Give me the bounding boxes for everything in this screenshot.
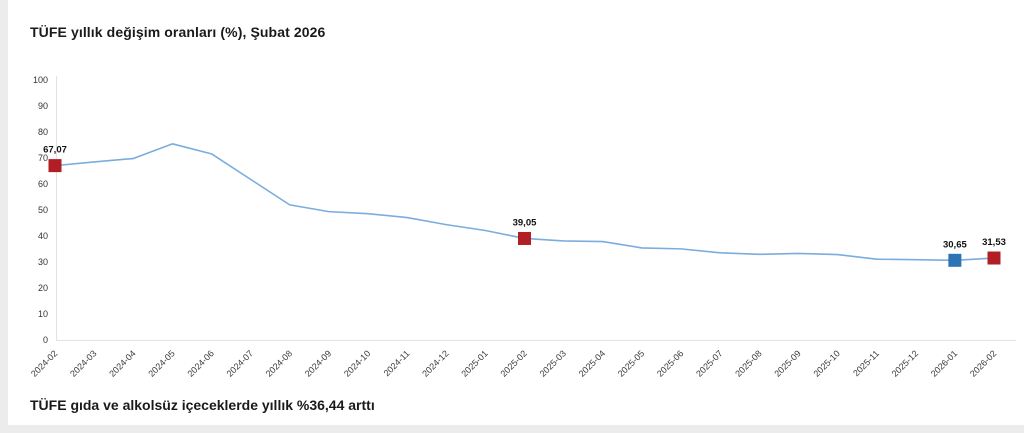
line-chart: 0 10 20 30 40 50 60 70 80 90 100 2024-02 2024-03 2024…	[29, 75, 1016, 379]
x-axis-tick-label: 2025-06	[655, 348, 685, 378]
y-axis-tick-label: 90	[38, 101, 48, 111]
data-marker-2026-01[interactable]	[948, 253, 962, 267]
data-marker-2026-02[interactable]	[987, 251, 1001, 265]
x-axis-tick-label: 2025-07	[694, 348, 724, 378]
x-axis-tick-label: 2025-08	[733, 348, 763, 378]
x-axis-tick-label: 2024-05	[146, 348, 176, 378]
x-axis-tick-label: 2025-10	[811, 348, 841, 378]
y-axis-tick-label: 30	[38, 257, 48, 267]
y-axis-tick-label: 0	[43, 335, 48, 345]
x-axis-tick-label: 2024-08	[264, 348, 294, 378]
footer-headline: TÜFE gıda ve alkolsüz içeceklerde yıllık…	[30, 397, 375, 413]
x-axis-tick-label: 2024-10	[342, 348, 372, 378]
x-axis-tick-label: 2025-05	[616, 348, 646, 378]
y-axis-tick-label: 10	[38, 309, 48, 319]
x-axis-tick-label: 2024-07	[225, 348, 255, 378]
y-axis-tick-label: 40	[38, 231, 48, 241]
x-axis-tick-label: 2024-04	[107, 348, 137, 378]
x-axis-tick-label: 2024-11	[382, 348, 412, 378]
x-axis-tick-label: 2025-04	[577, 348, 607, 378]
x-axis-tick-label: 2024-09	[303, 348, 333, 378]
x-axis-tick-label: 2024-06	[185, 348, 215, 378]
data-point-label: 30,65	[943, 239, 967, 250]
x-axis-tick-label: 2026-01	[929, 348, 959, 378]
data-point-label: 31,53	[982, 237, 1006, 248]
x-axis-tick-label: 2024-03	[68, 348, 98, 378]
x-axis-tick-label: 2025-11	[851, 348, 881, 378]
y-axis-tick-label: 80	[38, 127, 48, 137]
x-axis-tick-label: 2025-03	[538, 348, 568, 378]
x-axis-tick-label: 2024-02	[29, 348, 59, 378]
x-axis-tick-label: 2025-02	[498, 348, 528, 378]
chart-title: TÜFE yıllık değişim oranları (%), Şubat …	[30, 24, 326, 40]
x-axis-tick-label: 2025-12	[890, 348, 920, 378]
x-axis-tick-label: 2024-12	[420, 348, 450, 378]
chart-card: TÜFE yıllık değişim oranları (%), Şubat …	[8, 0, 1024, 425]
data-marker-2025-02[interactable]	[518, 231, 531, 245]
y-axis-tick-label: 20	[38, 283, 48, 293]
y-axis-tick-label: 50	[38, 205, 48, 215]
x-axis-tick-label: 2025-01	[459, 348, 489, 378]
data-point-label: 67,07	[43, 145, 67, 156]
x-axis-tick-label: 2025-09	[772, 348, 802, 378]
data-point-label: 39,05	[513, 217, 537, 228]
x-axis-tick-label: 2026-02	[968, 348, 998, 378]
y-axis-tick-label: 60	[38, 179, 48, 189]
y-axis-tick-label: 70	[38, 153, 48, 163]
data-marker-2024-02[interactable]	[48, 159, 62, 173]
y-axis-tick-label: 100	[33, 75, 48, 85]
